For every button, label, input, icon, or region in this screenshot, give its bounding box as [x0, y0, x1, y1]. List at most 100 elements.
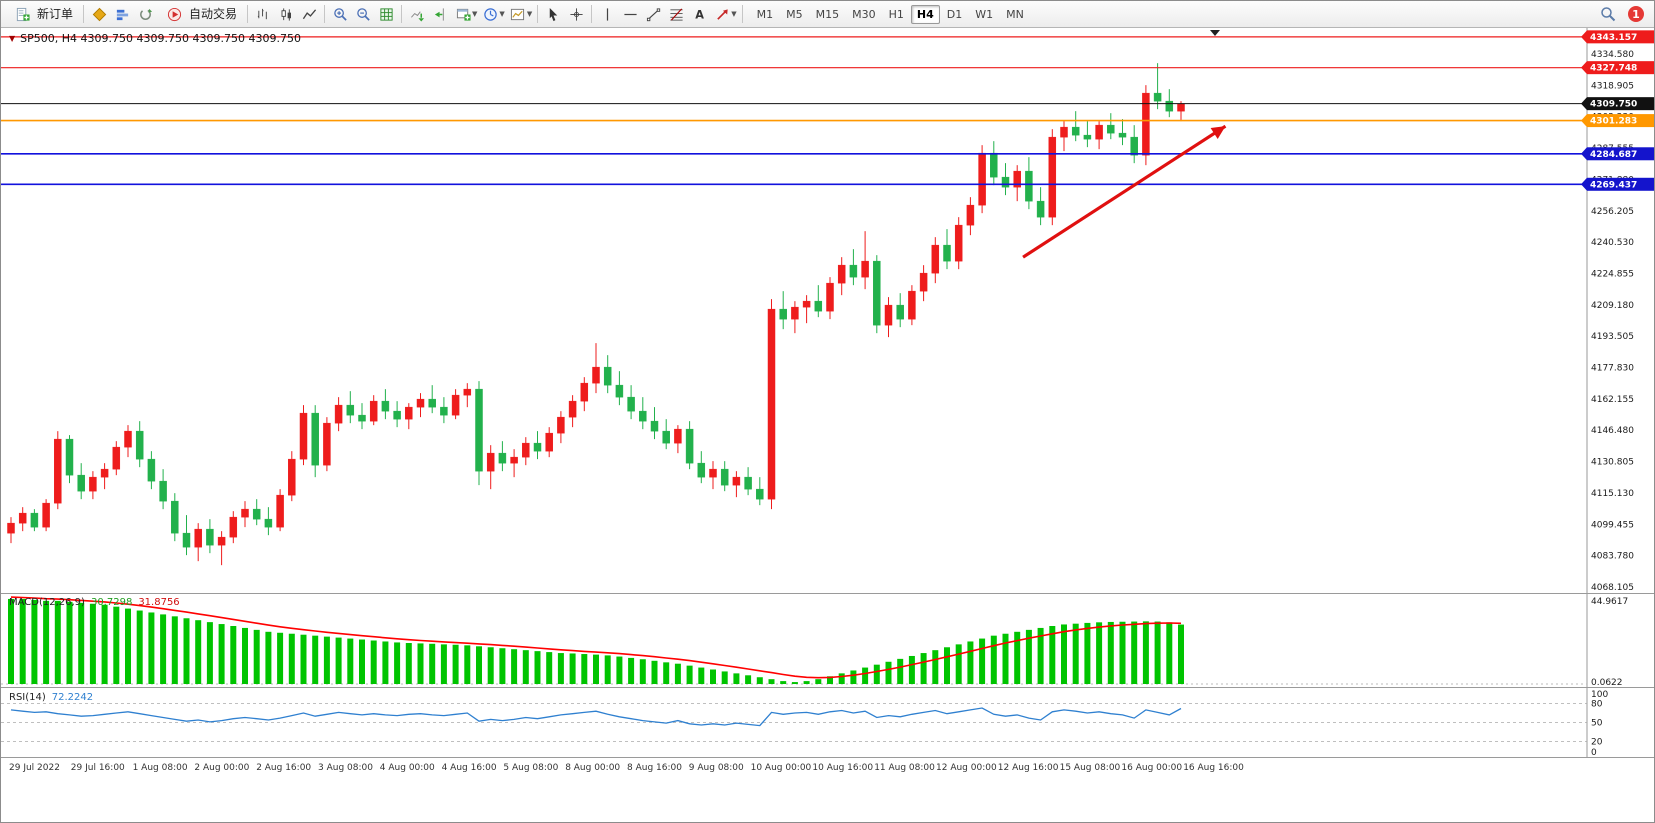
timeframe-button-m15[interactable]: M15 — [815, 7, 840, 21]
timeframe-button-d1[interactable]: D1 — [946, 7, 963, 21]
zoom-out-icon[interactable] — [352, 4, 374, 24]
timeframe-button-h4[interactable]: H4 — [910, 4, 940, 24]
candle-body — [884, 304, 893, 326]
price-tick-label: 4334.580 — [1591, 50, 1634, 60]
chart-bars-icon[interactable] — [252, 4, 274, 24]
notification-badge[interactable]: 1 — [1628, 6, 1644, 22]
price-badge[interactable] — [1587, 147, 1655, 161]
price-badge[interactable] — [1587, 97, 1655, 111]
candle-body — [1083, 134, 1092, 140]
candle-body — [709, 468, 717, 478]
candle-body — [779, 308, 787, 320]
macd-axis-min-label: 0.0622 — [1591, 678, 1623, 688]
macd-bar — [628, 657, 635, 684]
time-label: 9 Aug 08:00 — [689, 763, 744, 773]
timeframe-button-m30[interactable]: M30 — [852, 7, 876, 21]
macd-bar — [218, 624, 225, 684]
timeframe-button-m5[interactable]: M5 — [786, 7, 803, 21]
timeframe-button-w1[interactable]: W1 — [975, 7, 994, 21]
arrows-tool-caret-icon[interactable]: ▼ — [731, 10, 737, 18]
candle-body — [498, 452, 507, 464]
template-caret-icon[interactable]: ▼ — [526, 10, 533, 18]
period-clock-icon[interactable] — [479, 4, 501, 24]
horizontal-line-tool-icon[interactable] — [619, 4, 641, 24]
chart-shift-icon[interactable] — [429, 4, 451, 24]
timeframe-button-h1[interactable]: H1 — [888, 7, 904, 21]
time-label: 15 Aug 08:00 — [1060, 763, 1121, 773]
price-badge[interactable] — [1587, 114, 1655, 128]
candle-body — [510, 456, 518, 464]
last-bar-marker-icon[interactable] — [1210, 30, 1220, 36]
macd-bar — [850, 670, 857, 684]
price-badge[interactable] — [1587, 177, 1655, 191]
trend-arrow[interactable] — [1022, 124, 1227, 259]
time-label: 16 Aug 16:00 — [1183, 763, 1244, 773]
autotrade-button[interactable]: 自动交易 — [157, 1, 243, 27]
macd-bar — [136, 610, 143, 684]
arrows-tool-icon[interactable] — [711, 4, 733, 24]
candle-body — [1060, 126, 1068, 138]
candle-body — [369, 400, 378, 422]
candle-body — [182, 532, 191, 548]
macd-bar — [195, 620, 202, 684]
crosshair-icon[interactable] — [565, 4, 587, 24]
candle-body — [756, 488, 764, 500]
candle-body — [545, 432, 553, 452]
template-icon[interactable] — [507, 4, 529, 24]
macd-indicator-label: MACD(12,26,9) 30.7298 31.8756 — [9, 597, 180, 608]
price-badge-arrow — [1581, 97, 1587, 111]
mql5-icon[interactable] — [88, 4, 110, 24]
macd-bar — [827, 676, 833, 684]
market-depth-icon[interactable] — [111, 4, 133, 24]
macd-bar — [710, 669, 716, 684]
macd-bar — [745, 675, 752, 684]
macd-bar — [1096, 622, 1103, 684]
price-tick-label: 4256.205 — [1591, 207, 1634, 217]
new-order-button[interactable]: 新订单 — [5, 1, 79, 27]
macd-bar — [499, 648, 506, 684]
candle-body — [416, 398, 425, 408]
fibonacci-tool-icon[interactable] — [665, 4, 687, 24]
price-badge-label: 4284.687 — [1590, 150, 1637, 160]
autoscroll-icon[interactable] — [406, 4, 428, 24]
text-tool-icon[interactable]: A — [688, 4, 710, 24]
timeframe-button-m1[interactable]: M1 — [756, 7, 774, 21]
candle-body — [65, 438, 74, 476]
timeframe-button-mn[interactable]: MN — [1006, 7, 1024, 21]
new-window-icon[interactable] — [452, 4, 474, 24]
zoom-in-icon[interactable] — [329, 4, 351, 24]
chart-candles-icon[interactable] — [275, 4, 297, 24]
new-window-caret-icon[interactable]: ▼ — [472, 10, 478, 18]
trend-arrow-head[interactable] — [1210, 126, 1226, 139]
price-badge[interactable] — [1587, 30, 1655, 44]
macd-value-main: 30.7298 — [90, 597, 133, 608]
search-icon[interactable] — [1597, 4, 1619, 24]
price-badge-label: 4269.437 — [1590, 180, 1637, 190]
period-clock-caret-icon[interactable]: ▼ — [499, 10, 505, 18]
time-label: 4 Aug 00:00 — [380, 763, 435, 773]
candle-body — [475, 388, 483, 472]
grid-icon[interactable] — [375, 4, 397, 24]
vertical-line-tool-icon[interactable] — [596, 4, 618, 24]
time-label: 3 Aug 08:00 — [318, 763, 373, 773]
time-label: 10 Aug 00:00 — [751, 763, 812, 773]
price-tick-label: 4099.455 — [1591, 520, 1634, 530]
macd-bar — [1084, 622, 1091, 684]
macd-bar — [897, 658, 904, 684]
price-tick-label: 4130.805 — [1591, 458, 1634, 468]
candle-body — [615, 384, 624, 398]
trendline-tool-icon[interactable] — [642, 4, 664, 24]
time-label: 2 Aug 16:00 — [256, 763, 311, 773]
chart-line-icon[interactable] — [298, 4, 320, 24]
candle-body — [978, 152, 986, 206]
price-badge[interactable] — [1587, 61, 1655, 75]
time-label: 2 Aug 00:00 — [194, 763, 249, 773]
candle-body — [334, 404, 343, 424]
macd-bar — [873, 664, 880, 684]
cursor-icon[interactable] — [542, 4, 564, 24]
candle-body — [405, 406, 413, 420]
candle-body — [1142, 92, 1150, 156]
refresh-icon[interactable] — [134, 4, 156, 24]
candle-body — [124, 430, 132, 448]
